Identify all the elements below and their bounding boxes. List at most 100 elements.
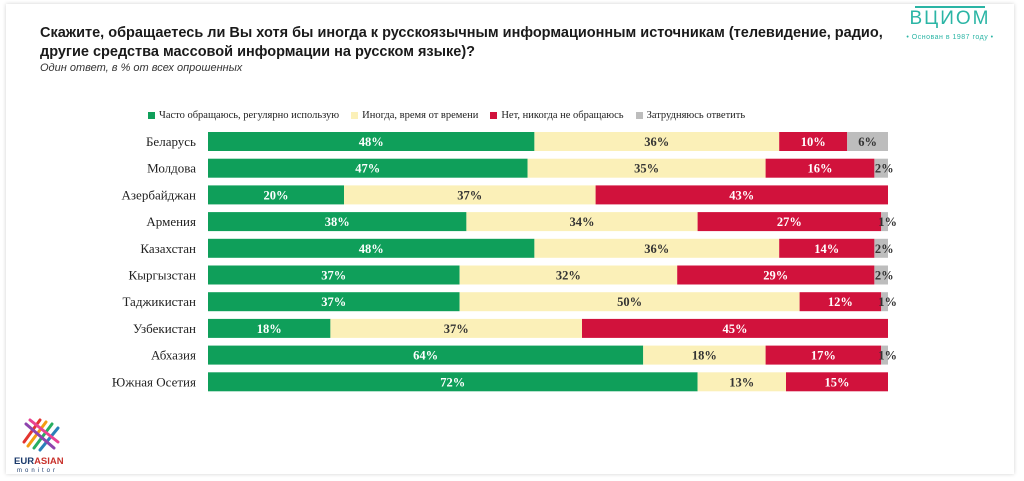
bar-segment-often	[208, 372, 698, 392]
category-label: Узбекистан	[133, 321, 196, 336]
bar-segment-sometimes	[527, 158, 766, 178]
bar-segment-never	[697, 212, 882, 232]
bar-segment-hard	[847, 132, 888, 151]
value-label-often: 47%	[355, 162, 380, 176]
bar-segment-never	[582, 318, 888, 338]
value-label-often: 72%	[440, 375, 465, 389]
logo-text-eur: EUR	[14, 456, 35, 467]
value-label-sometimes: 13%	[729, 375, 754, 389]
value-label-never: 17%	[811, 349, 836, 363]
value-label-hard: 6%	[858, 135, 877, 149]
value-label-sometimes: 50%	[617, 295, 642, 309]
legend-item-hard: Затрудняюсь ответить	[635, 109, 746, 121]
bar-segment-never	[765, 345, 882, 365]
legend-label-often: Часто обращаюсь, регулярно использую	[159, 109, 340, 121]
chart-title: Скажите, обращаетесь ли Вы хотя бы иногд…	[40, 25, 883, 60]
logo-text-monitor: monitor	[17, 468, 59, 474]
category-label: Кыргызстан	[129, 268, 196, 283]
brand-name: ВЦИОМ	[909, 8, 991, 29]
bar-segment-often	[208, 292, 460, 312]
bar-segment-never	[799, 292, 882, 312]
value-label-sometimes: 35%	[634, 162, 659, 176]
legend-item-never: Нет, никогда не обращаюсь	[490, 110, 624, 121]
value-label-often: 20%	[264, 188, 289, 202]
bar-segment-never	[779, 132, 848, 151]
bar-segment-often	[208, 265, 460, 285]
legend-label-hard: Затрудняюсь ответить	[646, 109, 746, 121]
value-label-sometimes: 34%	[570, 215, 595, 229]
bar-segment-sometimes	[466, 212, 698, 232]
bar-segment-never	[765, 158, 875, 178]
category-label: Армения	[146, 214, 196, 229]
bar-segment-often	[208, 185, 344, 205]
bar-segment-often	[208, 238, 535, 258]
category-label: Абхазия	[151, 348, 196, 363]
bar-segment-hard	[874, 158, 888, 178]
bar-segment-often	[208, 132, 535, 151]
value-label-never: 16%	[808, 162, 833, 176]
value-label-never: 15%	[825, 375, 850, 389]
chart-legend: Часто обращаюсь, регулярно использую Ино…	[148, 108, 745, 122]
value-label-often: 18%	[257, 322, 282, 336]
legend-swatch-sometimes	[351, 111, 359, 119]
value-label-often: 38%	[325, 215, 350, 229]
bar-segment-sometimes	[697, 372, 786, 392]
value-label-often: 37%	[321, 269, 346, 283]
value-label-hard: 2%	[875, 242, 894, 256]
value-label-hard: 2%	[875, 162, 894, 176]
bar-segment-often	[208, 318, 331, 338]
bar-segment-hard	[881, 212, 888, 232]
eurasian-monitor-logo-icon	[22, 418, 60, 452]
bar-segment-often	[208, 158, 528, 178]
bar-segment-sometimes	[534, 132, 780, 151]
legend-label-sometimes: Иногда, время от времени	[362, 109, 479, 121]
category-label: Таджикистан	[122, 294, 196, 309]
category-label: Молдова	[147, 161, 196, 176]
category-label: Казахстан	[140, 241, 196, 256]
bar-segment-hard	[881, 292, 888, 312]
value-label-hard: 2%	[875, 269, 894, 283]
legend-swatch-often	[148, 111, 155, 119]
value-label-sometimes: 36%	[644, 135, 669, 149]
value-label-never: 43%	[729, 188, 754, 202]
bar-segment-never	[677, 265, 875, 285]
chart-subtitle: Один ответ, в % от всех опрошенных	[40, 62, 243, 74]
legend-item-often: Часто обращаюсь, регулярно использую	[148, 110, 339, 121]
bar-segment-sometimes	[459, 265, 678, 285]
value-label-sometimes: 18%	[692, 349, 717, 363]
value-label-never: 45%	[723, 322, 748, 336]
bar-segment-never	[786, 372, 888, 392]
value-label-never: 14%	[814, 242, 839, 256]
value-label-sometimes: 37%	[444, 322, 469, 336]
value-label-never: 10%	[801, 135, 826, 149]
bar-segment-sometimes	[643, 345, 766, 365]
value-label-hard: 1%	[878, 215, 897, 229]
value-label-never: 27%	[777, 215, 802, 229]
value-label-never: 29%	[763, 269, 788, 283]
bar-segment-never	[595, 185, 888, 205]
value-label-sometimes: 32%	[556, 269, 581, 283]
legend-swatch-hard	[635, 111, 643, 119]
vciom-logo: ВЦИОМ • Основан в 1987 году •	[900, 4, 1000, 41]
eurasian-logo-text: EURASIAN	[14, 456, 64, 467]
bar-segment-often	[208, 212, 467, 232]
category-label: Южная Осетия	[112, 374, 196, 389]
category-label: Азербайджан	[122, 187, 197, 202]
bar-segment-sometimes	[534, 238, 780, 258]
value-label-sometimes: 36%	[644, 242, 669, 256]
bar-segment-sometimes	[344, 185, 596, 205]
bar-segment-never	[779, 238, 875, 258]
bar-segment-sometimes	[459, 292, 800, 312]
category-label: Беларусь	[146, 134, 196, 149]
logo-bar	[915, 6, 985, 8]
brand-since: • Основан в 1987 году •	[906, 34, 994, 41]
value-label-sometimes: 37%	[457, 188, 482, 202]
value-label-often: 48%	[359, 242, 384, 256]
value-label-never: 12%	[828, 295, 853, 309]
legend-swatch-never	[490, 111, 498, 119]
bar-segment-hard	[874, 265, 888, 285]
bar-segment-hard	[881, 345, 888, 365]
bar-segment-hard	[874, 238, 888, 258]
bar-segment-sometimes	[330, 318, 582, 338]
